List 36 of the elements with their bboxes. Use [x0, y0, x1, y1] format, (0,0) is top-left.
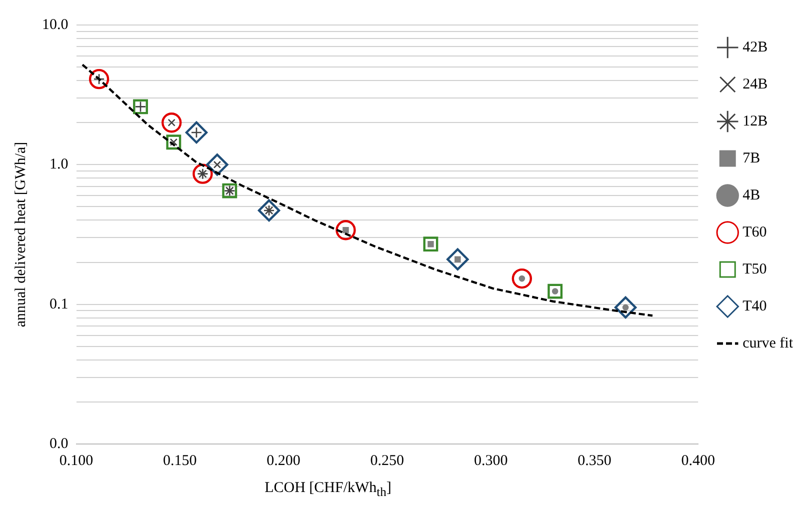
x-tick-label: 0.350: [578, 452, 612, 469]
point: [336, 220, 356, 240]
point: [88, 68, 110, 90]
legend-label: 4B: [742, 187, 760, 204]
point: [512, 268, 532, 289]
legend-label: 7B: [742, 150, 760, 166]
x-tick-label: 0.200: [266, 452, 300, 469]
point: [548, 284, 563, 299]
line-series: [81, 64, 654, 317]
x-tick-label: 0.100: [59, 452, 94, 469]
legend-label: 12B: [742, 113, 768, 130]
point: [206, 154, 228, 176]
y-axis-title: annual delivered heat [GWh/a]: [12, 142, 29, 328]
legend-label: 24B: [742, 76, 768, 92]
y-tick-label: 10.0: [42, 16, 68, 33]
y-tick-label: 0.1: [50, 296, 68, 312]
point: [166, 134, 182, 150]
point: [162, 112, 182, 133]
y-tick-label: 0.0: [50, 436, 68, 452]
point: [423, 236, 438, 252]
x-axis-title: LCOH [CHF/kWh$_{th}$]: [264, 480, 392, 500]
legend-label: 42B: [742, 39, 768, 56]
point: [614, 296, 637, 319]
legend-label: curve fit: [742, 335, 794, 352]
point: [258, 199, 280, 222]
x-tick-label: 0.400: [681, 452, 715, 469]
point: [185, 121, 208, 144]
legend-label: T50: [742, 261, 767, 278]
x-tick-label: 0.300: [474, 452, 508, 469]
point: [446, 248, 469, 270]
legend-label: T40: [742, 298, 767, 314]
x-tick-label: 0.150: [163, 452, 197, 469]
x-tick-label: 0.250: [370, 452, 404, 469]
point: [192, 164, 213, 184]
legend-label: T60: [742, 224, 767, 240]
y-tick-label: 1.0: [50, 156, 68, 173]
